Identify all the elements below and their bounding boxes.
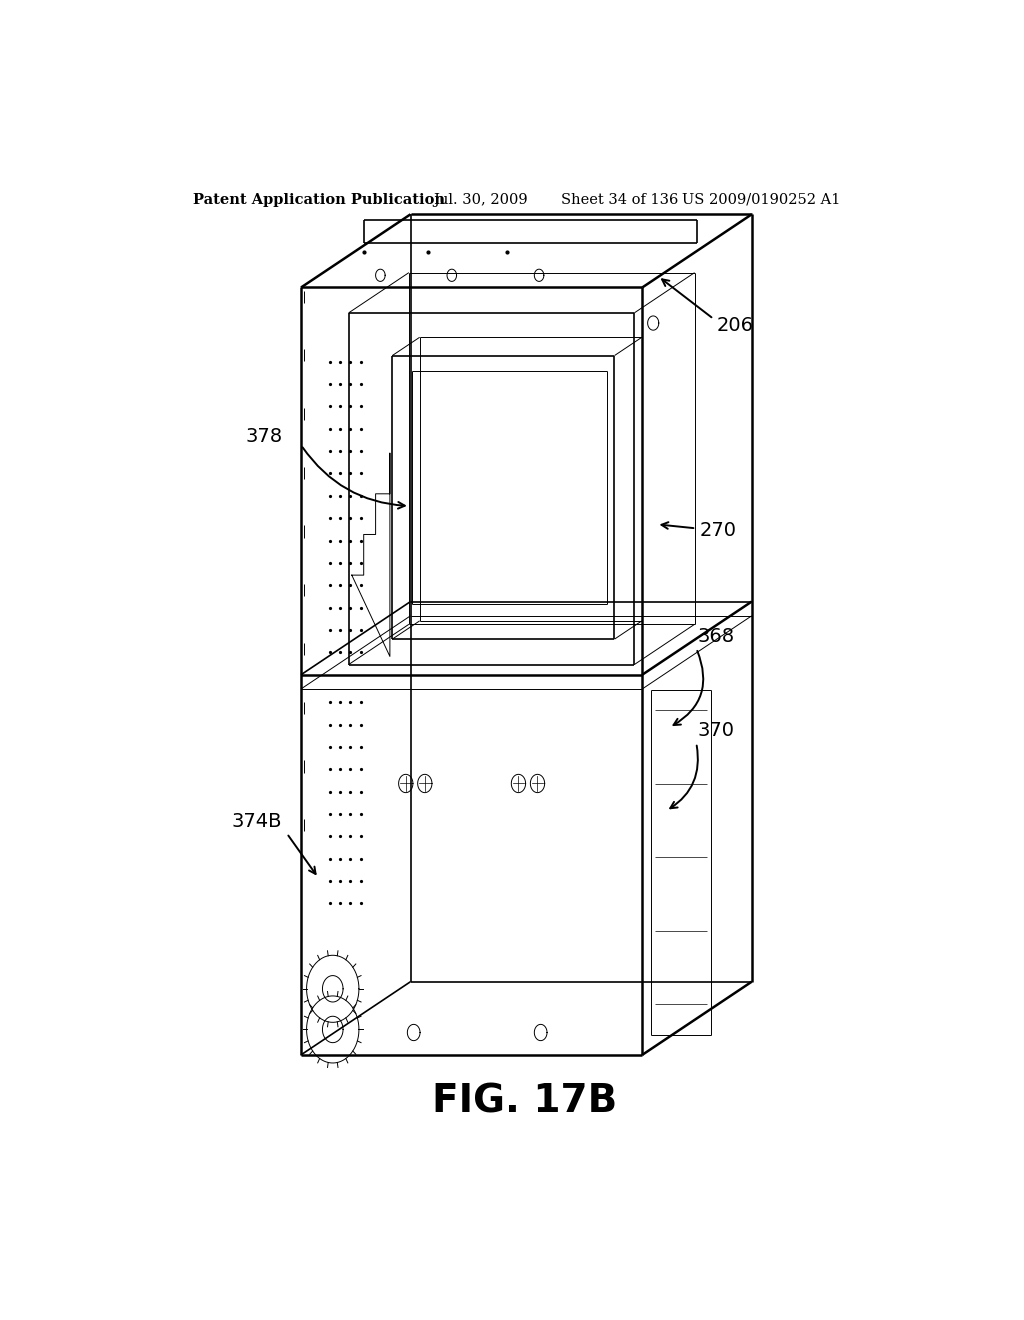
FancyArrowPatch shape (302, 447, 404, 508)
Text: 378: 378 (246, 428, 283, 446)
FancyArrowPatch shape (674, 651, 703, 725)
Text: 368: 368 (697, 627, 735, 645)
FancyArrowPatch shape (671, 746, 698, 808)
Text: FIG. 17B: FIG. 17B (432, 1082, 617, 1121)
Text: 370: 370 (697, 721, 735, 741)
Text: 374B: 374B (231, 812, 282, 830)
Text: Patent Application Publication: Patent Application Publication (194, 193, 445, 206)
Text: US 2009/0190252 A1: US 2009/0190252 A1 (682, 193, 841, 206)
Text: Sheet 34 of 136: Sheet 34 of 136 (560, 193, 678, 206)
Text: 206: 206 (717, 315, 754, 334)
Text: 270: 270 (699, 521, 736, 540)
Text: Jul. 30, 2009: Jul. 30, 2009 (433, 193, 528, 206)
